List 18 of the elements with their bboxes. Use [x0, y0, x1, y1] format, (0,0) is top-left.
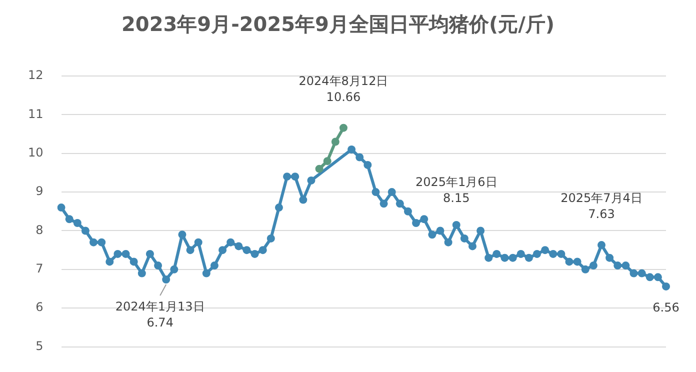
y-tick-label: 7 — [36, 262, 44, 276]
y-tick-label: 9 — [36, 184, 44, 198]
point — [331, 138, 340, 146]
point — [315, 164, 324, 173]
annotation: 6.56 — [652, 300, 680, 315]
point — [323, 157, 332, 166]
annotation: 2024年1月13日 6.74 — [115, 300, 205, 330]
y-tick-label: 6 — [36, 300, 44, 314]
y-tick-label: 5 — [36, 338, 44, 353]
y-tick-label: 8 — [36, 222, 44, 237]
annotation: 2025年1月6日 8.15 — [415, 175, 498, 206]
y-tick-label: 12 — [28, 68, 44, 82]
y-tick-label: 10 — [28, 145, 44, 160]
y-tick-label: 11 — [28, 106, 44, 121]
chart-title: 2023年9月-2025年9月全国日平均猪价(元/斤) — [121, 12, 555, 36]
point — [339, 124, 348, 132]
annotation: 2024年8月12日 10.66 — [298, 74, 388, 104]
annotation: 2025年7月4日 7.63 — [560, 191, 642, 222]
